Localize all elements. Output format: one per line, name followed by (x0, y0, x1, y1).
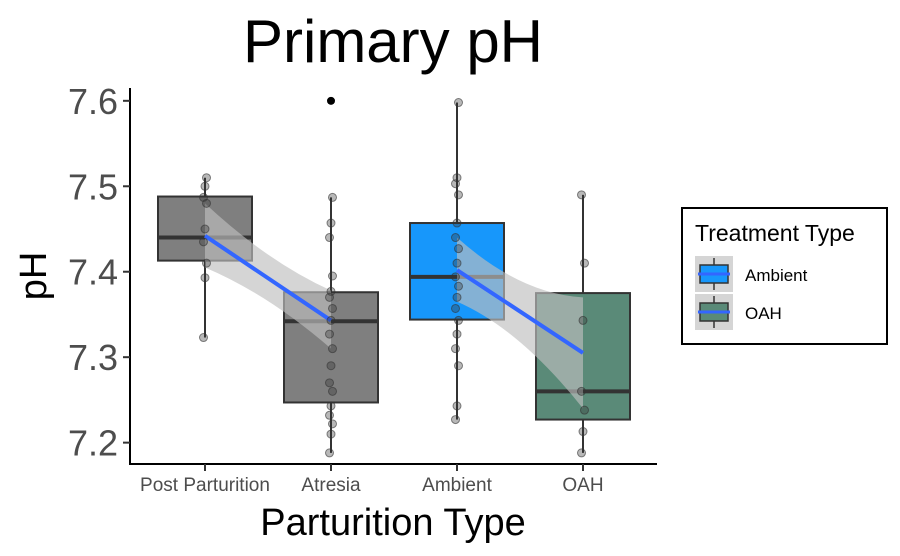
data-point (454, 281, 463, 291)
y-tick-label: 7.6 (68, 81, 118, 122)
data-point (326, 401, 336, 411)
data-point (325, 329, 334, 339)
data-point (577, 448, 586, 458)
data-point (451, 344, 460, 354)
data-point (454, 361, 463, 371)
y-tick-label: 7.5 (68, 166, 118, 207)
y-tick-label: 7.3 (68, 337, 118, 378)
data-point (202, 258, 211, 268)
data-point (580, 258, 589, 268)
outlier-point (327, 96, 335, 105)
legend-label: OAH (745, 304, 782, 323)
data-point (326, 218, 336, 228)
data-point (577, 386, 586, 396)
data-point (452, 258, 462, 268)
data-point (451, 272, 460, 282)
data-point (452, 329, 462, 339)
data-point (451, 415, 460, 425)
data-point (325, 448, 334, 458)
data-point (325, 378, 334, 388)
y-tick-label: 7.4 (68, 252, 118, 293)
data-point (451, 303, 460, 313)
data-point (580, 405, 589, 415)
data-point (200, 224, 210, 234)
x-tick-label: Post Parturition (140, 475, 270, 496)
x-axis-ticks: Post Parturition Atresia Ambient OAH (140, 464, 604, 496)
data-point (454, 190, 463, 200)
data-point (326, 429, 336, 439)
legend-item-oah: OAH (695, 294, 782, 330)
y-axis-ticks: 7.2 7.3 7.4 7.5 7.6 (68, 81, 130, 464)
data-point (452, 218, 462, 228)
data-point (452, 292, 462, 302)
data-point (202, 173, 211, 183)
data-point (577, 190, 586, 200)
chart-title: Primary pH (243, 8, 543, 75)
data-point (454, 315, 463, 325)
legend-item-ambient: Ambient (695, 256, 808, 292)
trend-line-0 (203, 234, 333, 323)
data-point (199, 333, 208, 343)
data-point (328, 344, 337, 354)
data-point (328, 271, 337, 281)
data-point (578, 315, 588, 325)
data-point (328, 419, 337, 429)
data-point (326, 286, 336, 296)
data-point (199, 192, 208, 202)
confidence-band-1 (457, 237, 583, 409)
data-point (452, 173, 462, 183)
data-point (326, 315, 336, 325)
data-point (325, 410, 334, 420)
legend-title: Treatment Type (695, 220, 855, 246)
y-tick-label: 7.2 (68, 423, 118, 464)
plot-area (157, 96, 631, 458)
y-axis-title: pH (13, 252, 55, 301)
x-axis-title: Parturition Type (260, 502, 525, 544)
data-point (325, 233, 334, 243)
data-point (454, 98, 463, 108)
data-point (199, 237, 208, 247)
data-point (451, 233, 460, 243)
data-point (200, 181, 210, 191)
x-tick-label: Atresia (301, 475, 361, 496)
data-point (328, 192, 337, 202)
x-tick-label: OAH (562, 475, 603, 496)
data-point (200, 273, 210, 283)
data-point (328, 386, 337, 396)
data-point (454, 244, 463, 254)
data-point (328, 303, 337, 313)
data-point (578, 427, 588, 437)
trend-line-1 (455, 268, 585, 355)
data-point (326, 361, 336, 371)
data-point (452, 401, 462, 411)
legend-label: Ambient (745, 266, 808, 285)
legend: Treatment Type Ambient OAH (681, 207, 888, 345)
x-tick-label: Ambient (422, 475, 492, 496)
